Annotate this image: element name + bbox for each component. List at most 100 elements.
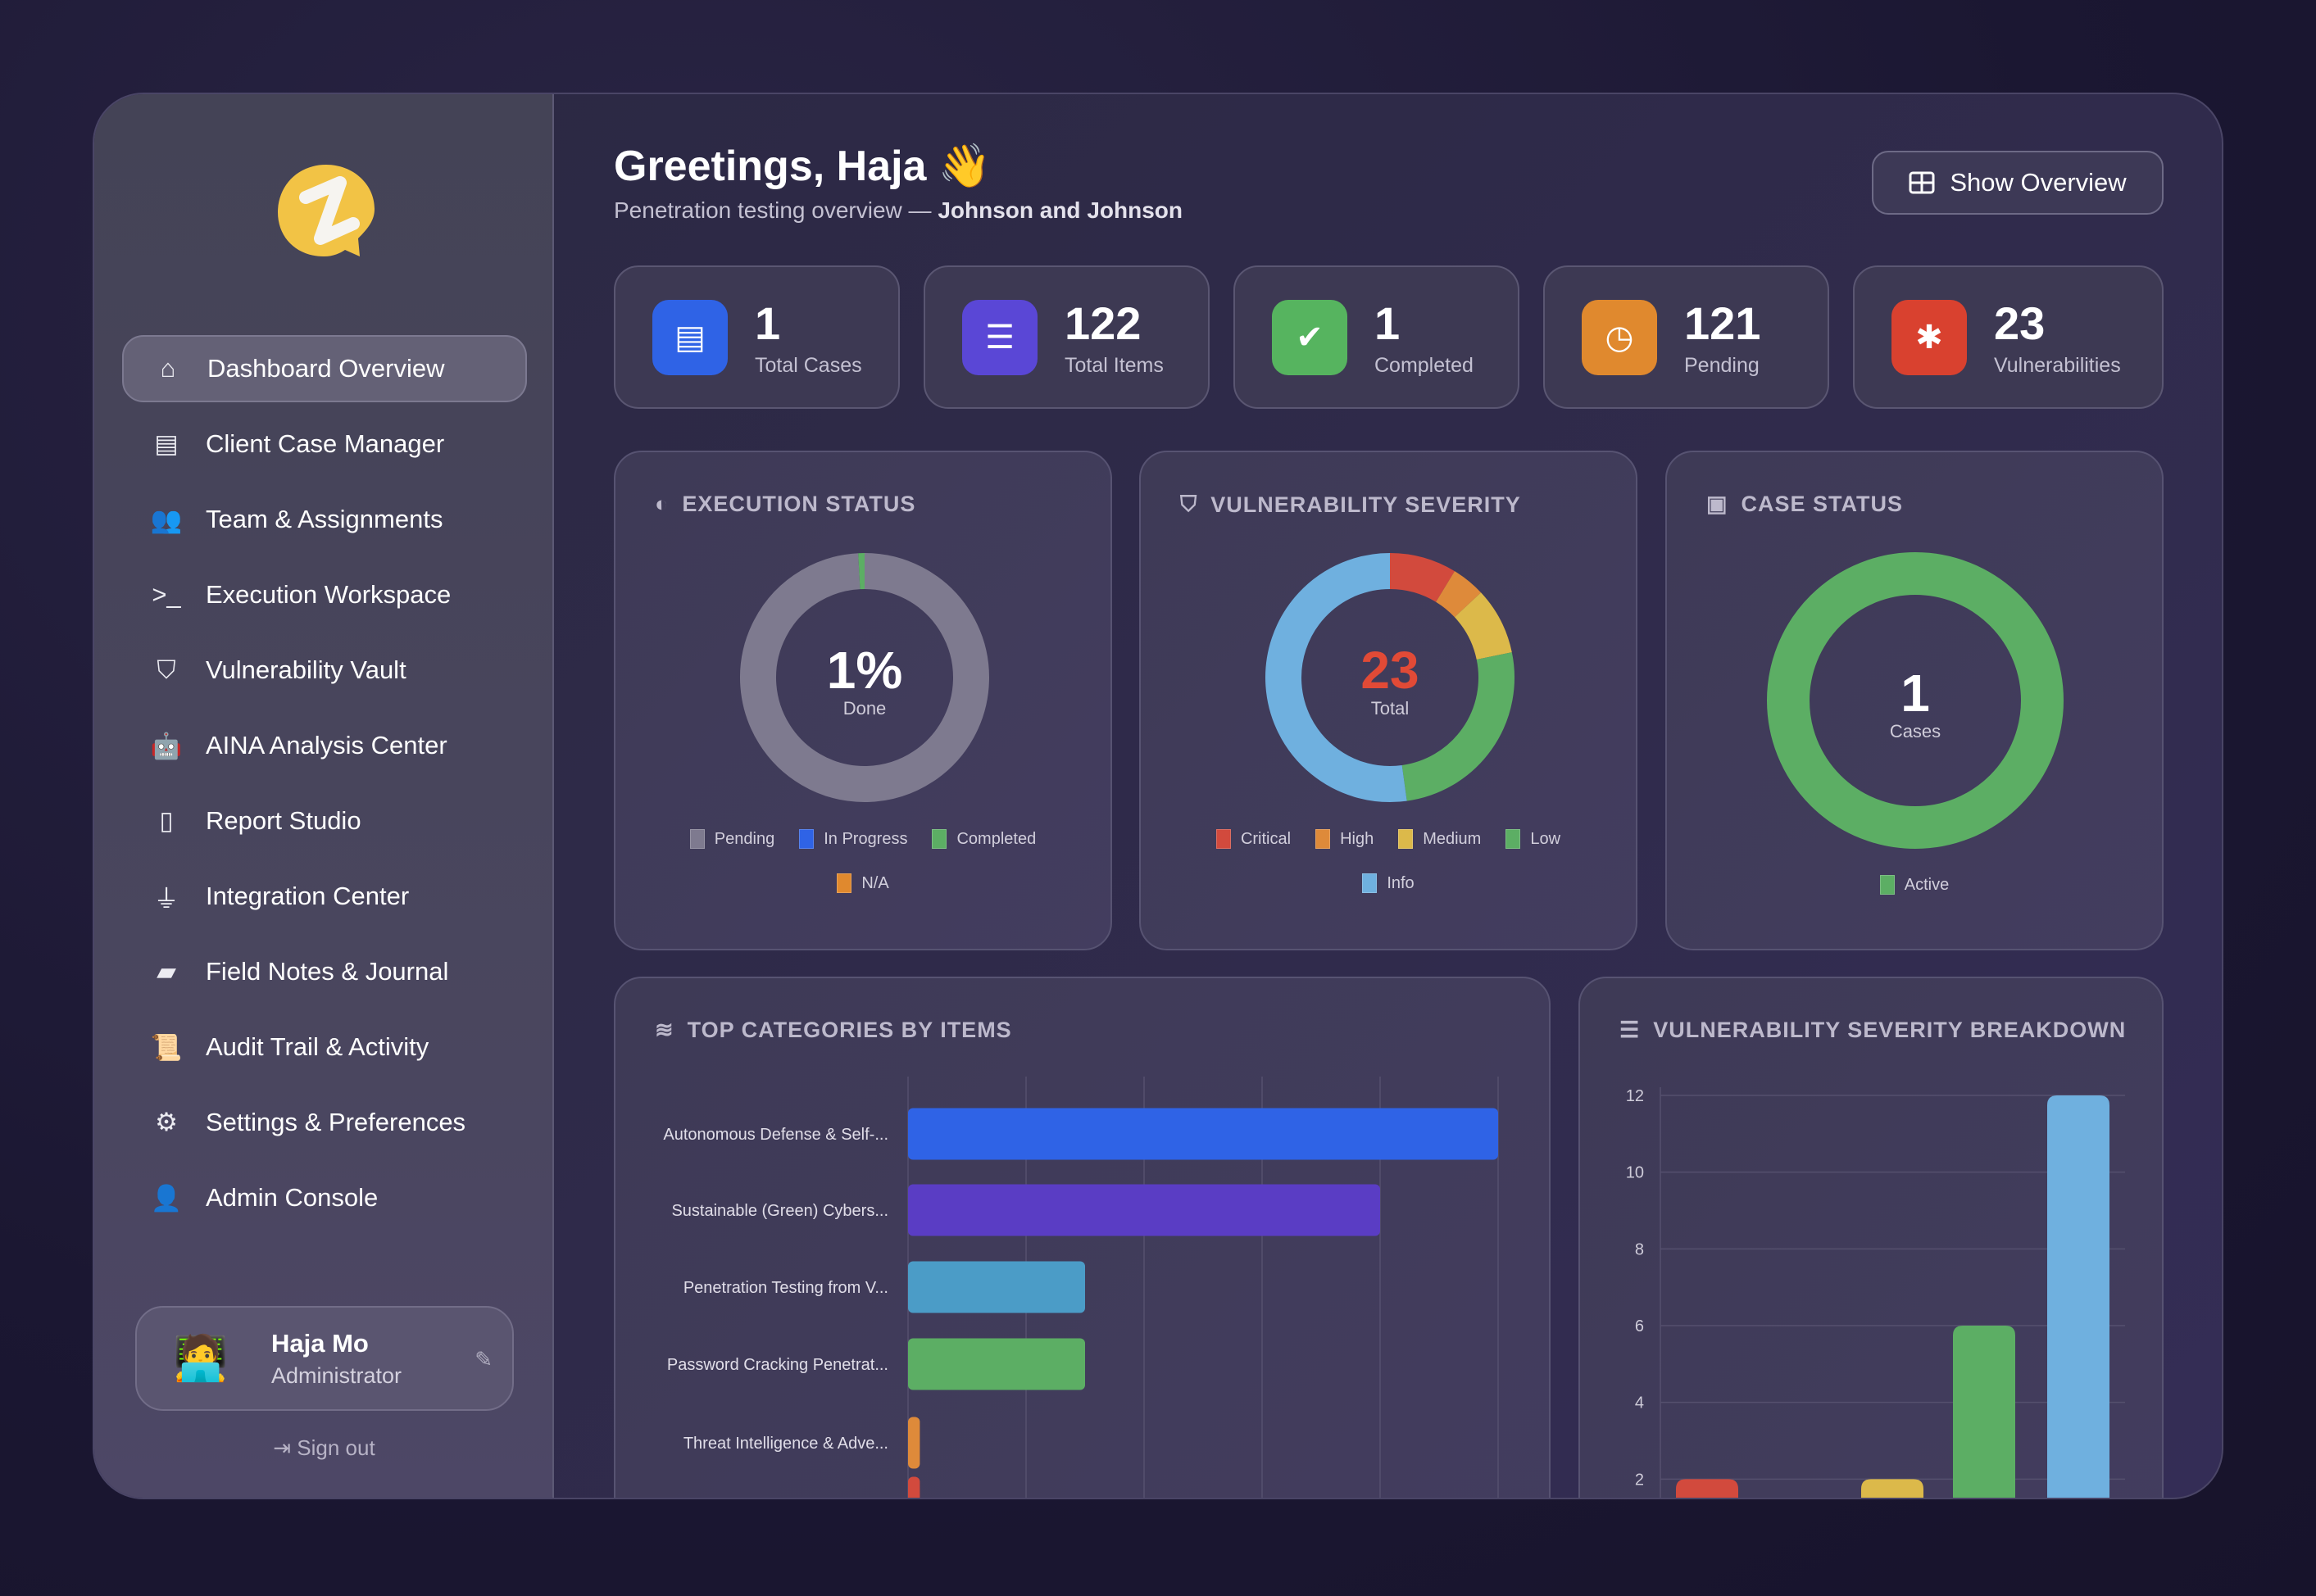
donut-center-label: Done: [843, 698, 887, 719]
legend-item[interactable]: Critical: [1215, 829, 1292, 849]
stat-card-completed[interactable]: ✔ 1 Completed: [1233, 265, 1519, 409]
sidebar-item-label: Report Studio: [206, 806, 361, 835]
legend-swatch: [689, 829, 705, 849]
legend-swatch: [1398, 829, 1414, 849]
stat-card-total-cases[interactable]: ▤ 1 Total Cases: [614, 265, 900, 409]
bar-medium[interactable]: [1861, 1479, 1923, 1499]
app-logo[interactable]: [275, 160, 378, 266]
stat-label: Total Cases: [755, 354, 862, 377]
file-icon: ▯: [159, 806, 174, 835]
card-title: EXECUTION STATUS: [682, 492, 916, 516]
stat-card-vulnerabilities[interactable]: ✱ 23 Vulnerabilities: [1853, 265, 2164, 409]
legend-item[interactable]: Low: [1505, 829, 1560, 849]
legend-swatch: [1315, 829, 1331, 849]
y-tick-label: 8: [1635, 1240, 1644, 1258]
y-tick-label: 12: [1626, 1087, 1644, 1105]
donut-slice-active[interactable]: [1767, 552, 2064, 849]
edit-icon[interactable]: ✎: [475, 1347, 493, 1372]
legend-item[interactable]: High: [1315, 829, 1374, 849]
sidebar-item-label: Audit Trail & Activity: [206, 1032, 429, 1061]
donut-slice-info[interactable]: [1265, 553, 1407, 802]
stat-value: 122: [1065, 297, 1142, 349]
sidebar-item-field-notes-journal[interactable]: ▰ Field Notes & Journal: [122, 938, 527, 1005]
show-overview-button[interactable]: Show Overview: [1872, 151, 2164, 215]
sidebar-item-audit-trail-activity[interactable]: 📜 Audit Trail & Activity: [122, 1013, 527, 1081]
execution-status-card: ◐ EXECUTION STATUS 1% Done Pending In Progr…: [614, 451, 1112, 950]
user-role: Administrator: [271, 1362, 402, 1388]
bar[interactable]: [908, 1417, 920, 1469]
legend-swatch: [837, 873, 852, 893]
legend-item[interactable]: N/A: [837, 873, 889, 893]
legend-item[interactable]: Medium: [1398, 829, 1481, 849]
bar-info[interactable]: [2047, 1095, 2109, 1499]
legend-swatch: [1505, 829, 1521, 849]
legend-label: Active: [1904, 875, 1950, 894]
sidebar-item-admin-console[interactable]: 👤 Admin Console: [122, 1164, 527, 1231]
sidebar-item-integration-center[interactable]: ⏚ Integration Center: [122, 863, 527, 930]
legend-swatch: [1362, 873, 1378, 893]
user-shield-icon: 👤: [150, 1183, 183, 1213]
y-tick-label: 2: [1635, 1471, 1644, 1489]
sidebar-item-label: Dashboard Overview: [207, 354, 445, 383]
sidebar-item-report-studio[interactable]: ▯ Report Studio: [122, 787, 527, 855]
bar[interactable]: [908, 1184, 1380, 1236]
legend-label: Critical: [1240, 829, 1292, 848]
legend-item[interactable]: Completed: [932, 829, 1036, 849]
donut-center-label: Total: [1371, 698, 1409, 719]
donut-slice-pending[interactable]: [740, 553, 989, 802]
donut-slice-low[interactable]: [1401, 652, 1514, 801]
shield-icon: ⛉: [157, 655, 176, 684]
donut-slice-medium[interactable]: [1454, 592, 1512, 660]
terminal-icon: >_: [152, 580, 181, 609]
donut-slice-high[interactable]: [1435, 571, 1482, 618]
severity-bar-chart: 2 4 6 8 10 12: [1626, 1087, 2125, 1499]
robot-icon: 🤖: [150, 731, 183, 760]
sidebar-item-vulnerability-vault[interactable]: ⛉ Vulnerability Vault: [122, 637, 527, 704]
y-tick-label: 10: [1626, 1164, 1644, 1182]
bar[interactable]: [908, 1108, 1498, 1160]
plug-icon: ⏚: [153, 884, 179, 914]
donut-slice-critical[interactable]: [1389, 553, 1455, 603]
stat-card-total-items[interactable]: ☰ 122 Total Items: [924, 265, 1210, 409]
client-name: Johnson and Johnson: [938, 197, 1183, 223]
users-icon: 👥: [150, 505, 183, 534]
stat-value: 1: [1374, 297, 1401, 349]
sidebar-item-settings-preferences[interactable]: ⚙ Settings & Preferences: [122, 1089, 527, 1156]
sidebar-item-label: Client Case Manager: [206, 429, 445, 458]
card-title: CASE STATUS: [1741, 492, 1904, 516]
legend-item[interactable]: Info: [1362, 873, 1415, 893]
gear-icon: ⚙: [155, 1108, 178, 1136]
legend-item[interactable]: In Progress: [799, 829, 907, 849]
page-subtitle: Penetration testing overview — Johnson a…: [614, 197, 1183, 224]
sidebar-item-label: Execution Workspace: [206, 580, 452, 609]
legend-item[interactable]: Pending: [689, 829, 774, 849]
card-title: TOP CATEGORIES BY ITEMS: [687, 1018, 1012, 1042]
stat-card-pending[interactable]: ◷ 121 Pending: [1543, 265, 1829, 409]
stat-value: 1: [755, 297, 781, 349]
sidebar-item-execution-workspace[interactable]: >_ Execution Workspace: [122, 561, 527, 628]
briefcase-icon: ▣: [1706, 492, 1728, 516]
show-overview-label: Show Overview: [1950, 168, 2127, 197]
legend-label: Completed: [956, 829, 1037, 848]
bar[interactable]: [908, 1261, 1085, 1313]
bar[interactable]: [908, 1476, 920, 1500]
legend-swatch: [932, 829, 947, 849]
sidebar-item-team-assignments[interactable]: 👥 Team & Assignments: [122, 486, 527, 553]
sidebar-item-dashboard-overview[interactable]: ⌂ Dashboard Overview: [122, 335, 527, 402]
bar-critical[interactable]: [1676, 1479, 1738, 1499]
user-card[interactable]: 🧑‍💻 Haja Mo Administrator ✎: [135, 1306, 514, 1411]
legend-item[interactable]: Active: [1879, 875, 1950, 895]
avatar: 🧑‍💻: [173, 1333, 229, 1383]
sidebar-item-label: Team & Assignments: [206, 505, 443, 533]
bar[interactable]: [908, 1338, 1085, 1390]
app-window: ⌂ Dashboard Overview ▤ Client Case Manager 👥…: [93, 93, 2223, 1499]
legend-swatch: [1215, 829, 1231, 849]
top-categories-card: ≋ TOP CATEGORIES BY ITEMS Autonomous Defe…: [614, 977, 1551, 1500]
sidebar-item-aina-analysis-center[interactable]: 🤖 AINA Analysis Center: [122, 712, 527, 779]
bar-low[interactable]: [1953, 1326, 2015, 1499]
category-label: Password Cracking Penetrat...: [667, 1356, 888, 1374]
subtitle-prefix: Penetration testing overview —: [614, 197, 938, 223]
sidebar-item-client-case-manager[interactable]: ▤ Client Case Manager: [122, 410, 527, 478]
sign-out-link[interactable]: ⇥ Sign out: [94, 1435, 554, 1461]
